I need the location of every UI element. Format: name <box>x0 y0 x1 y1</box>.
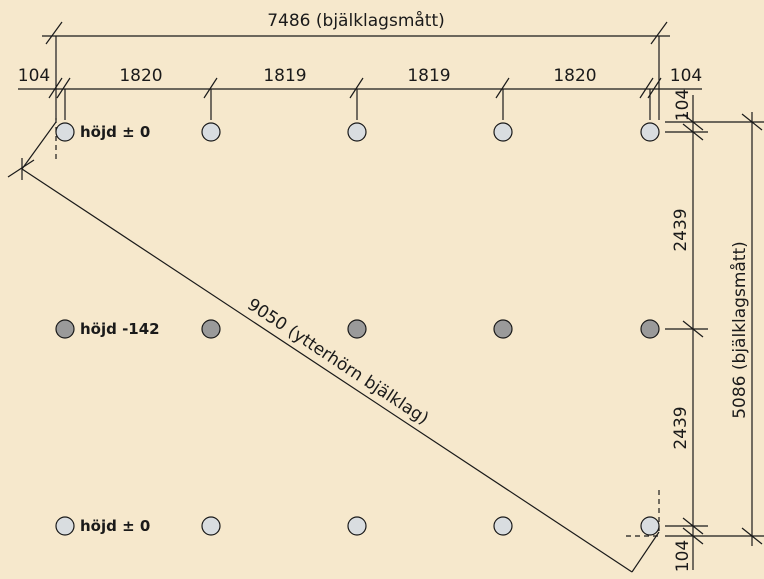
top-total-label: 7486 (bjälklagsmått) <box>267 10 445 31</box>
post-circle <box>201 319 221 339</box>
row-label: höjd -142 <box>80 320 160 338</box>
right-ticks <box>682 113 704 545</box>
post-circle <box>201 122 221 142</box>
diagonal-corner-line <box>21 121 57 170</box>
post-circle <box>347 516 367 536</box>
segment-label: 1819 <box>263 66 306 86</box>
tick <box>7 159 35 178</box>
diagonal-label: 9050 (ytterhörn bjälklag) <box>243 295 432 429</box>
right-top-label: 104 <box>673 89 693 121</box>
post-circle <box>201 516 221 536</box>
post-circle <box>493 516 513 536</box>
segment-label: 1820 <box>119 66 162 86</box>
right-mid2-label: 2439 <box>671 406 691 449</box>
post-circle <box>347 319 367 339</box>
post-circle <box>55 319 75 339</box>
tick <box>45 21 63 45</box>
tick <box>741 527 763 545</box>
segment-label: 1819 <box>407 66 450 86</box>
posts-grid <box>55 122 660 536</box>
tick <box>650 21 668 45</box>
post-circle <box>640 516 660 536</box>
segment-label: 104 <box>18 66 50 86</box>
right-total-label: 5086 (bjälklagsmått) <box>729 241 750 419</box>
post-circle <box>347 122 367 142</box>
post-circle <box>493 122 513 142</box>
tick <box>741 113 763 131</box>
row-label: höjd ± 0 <box>80 517 150 535</box>
post-circle <box>493 319 513 339</box>
row-label: höjd ± 0 <box>80 123 150 141</box>
diagonal-corner-line <box>631 531 660 573</box>
post-circle <box>640 122 660 142</box>
right-bottom-label: 104 <box>673 540 693 572</box>
right-mid1-label: 2439 <box>671 208 691 251</box>
post-circle <box>55 122 75 142</box>
diagonal-line <box>21 168 633 573</box>
segment-label: 1820 <box>553 66 596 86</box>
segment-label: 104 <box>670 66 702 86</box>
post-circle <box>640 319 660 339</box>
post-circle <box>55 516 75 536</box>
